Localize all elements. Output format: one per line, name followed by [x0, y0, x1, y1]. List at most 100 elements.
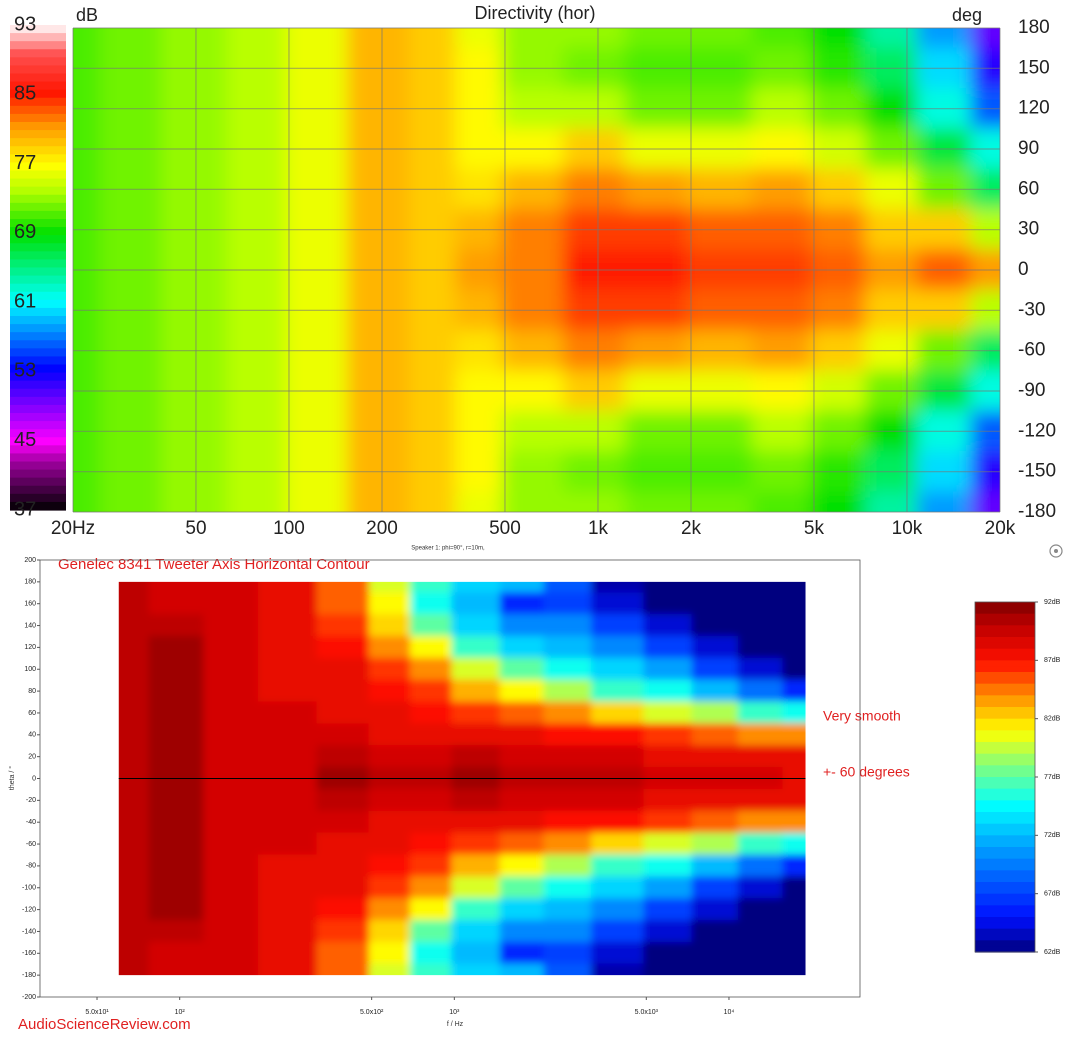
colorbar-band	[10, 388, 66, 398]
heatmap-cell	[368, 745, 412, 769]
heatmap-cell	[410, 614, 453, 637]
colorbar-band	[10, 105, 66, 115]
heatmap-cell	[591, 581, 645, 594]
colorbar-band	[975, 934, 1035, 941]
y-tick-label: -60	[26, 841, 36, 848]
y-tick-label: 60	[28, 710, 36, 717]
heatmap-cell	[118, 657, 150, 681]
heatmap-cell	[368, 963, 412, 976]
colorbar-band	[10, 33, 66, 42]
heatmap-cell	[258, 898, 318, 922]
lens-icon[interactable]	[1049, 544, 1063, 558]
colorbar-band	[10, 210, 66, 220]
heatmap-cell	[316, 810, 370, 834]
heatmap-cell	[118, 788, 150, 812]
heatmap-cell	[118, 701, 150, 725]
y-tick-label: -180	[1018, 501, 1056, 522]
heatmap-cell	[203, 635, 260, 659]
heatmap-cell	[227, 491, 287, 512]
heatmap-cell	[691, 898, 739, 922]
heatmap-cell	[368, 810, 412, 834]
heatmap-cell	[643, 745, 693, 769]
heatmap-cell	[118, 745, 150, 769]
heatmap-cell	[316, 679, 370, 703]
heatmap-cell	[203, 788, 260, 812]
colorbar-band	[10, 57, 66, 67]
colorbar-band	[975, 677, 1035, 685]
heatmap-cell	[368, 657, 412, 681]
colorbar-band	[975, 864, 1035, 871]
heatmap-cell	[737, 854, 784, 878]
y-tick-label: 120	[1018, 98, 1050, 119]
heatmap-cell	[451, 592, 501, 616]
heatmap-cell	[203, 614, 260, 637]
heatmap-cell	[782, 854, 806, 878]
heatmap-cell	[643, 657, 693, 681]
heatmap-cell	[258, 876, 318, 900]
heatmap-cell	[203, 657, 260, 681]
y-tick-label: -200	[22, 994, 36, 1001]
colorbar-band	[10, 138, 66, 147]
source-watermark: AudioScienceReview.com	[18, 1016, 191, 1033]
colorbar-band	[10, 413, 66, 422]
heatmap-cell	[410, 876, 453, 900]
colorbar-band	[975, 771, 1035, 778]
heatmap-cell	[148, 854, 205, 878]
heatmap-cell	[499, 745, 545, 769]
colorbar-band	[975, 747, 1035, 755]
colorbar-band	[10, 429, 66, 438]
colorbar-band	[975, 829, 1035, 836]
heatmap-cell	[118, 810, 150, 834]
heatmap-cell	[737, 832, 784, 856]
x-tick-label: 50	[185, 518, 206, 539]
colorbar-band	[975, 922, 1035, 930]
heatmap-cell	[691, 876, 739, 900]
colorbar-band	[10, 364, 66, 374]
heatmap-cell	[451, 876, 501, 900]
heatmap-cell	[499, 723, 545, 747]
colorbar-tick-label: 87dB	[1044, 657, 1061, 664]
heatmap-cell	[782, 701, 806, 725]
colorbar-band	[975, 858, 1035, 866]
heatmap-cell	[451, 832, 501, 856]
heatmap-cell	[451, 635, 501, 659]
colorbar-band	[10, 73, 66, 83]
heatmap-cell	[782, 657, 806, 681]
colorbar-tick-label: 53	[14, 360, 36, 382]
heatmap-cell	[499, 810, 545, 834]
heatmap-cell	[782, 592, 806, 616]
heatmap-cell	[227, 28, 287, 49]
colorbar-band	[975, 613, 1035, 621]
heatmap-cell	[316, 581, 370, 594]
heatmap-cell	[691, 723, 739, 747]
x-tick-label: 2k	[681, 518, 702, 539]
heatmap-cell	[543, 592, 593, 616]
heatmap-cell	[203, 723, 260, 747]
colorbar-band	[975, 893, 1035, 901]
y-tick-label: 100	[24, 666, 36, 673]
colorbar-band	[975, 724, 1035, 731]
heatmap-cell	[691, 832, 739, 856]
heatmap-cell	[970, 491, 1000, 512]
colorbar-band	[975, 917, 1035, 924]
heatmap-cell	[691, 701, 739, 725]
heatmap-cell	[118, 679, 150, 703]
heatmap-cell	[410, 832, 453, 856]
heatmap-cell	[148, 635, 205, 659]
colorbar-band	[10, 170, 66, 180]
heatmap-cell	[643, 581, 693, 594]
colorbar-tick-label: 77dB	[1044, 774, 1061, 781]
annotation: +- 60 degrees	[823, 764, 910, 780]
heatmap-cell	[258, 963, 318, 976]
heatmap-cell	[148, 788, 205, 812]
heatmap-cell	[410, 679, 453, 703]
heatmap-cell	[148, 581, 205, 594]
heatmap-cell	[99, 491, 163, 512]
x-tick-label: 5.0x10²	[360, 1009, 384, 1016]
colorbar-band	[975, 753, 1035, 761]
heatmap-cell	[499, 635, 545, 659]
heatmap-cell	[643, 723, 693, 747]
x-axis-label: f / Hz	[447, 1021, 464, 1028]
y-tick-label: 180	[24, 579, 36, 586]
colorbar-band	[10, 493, 66, 503]
